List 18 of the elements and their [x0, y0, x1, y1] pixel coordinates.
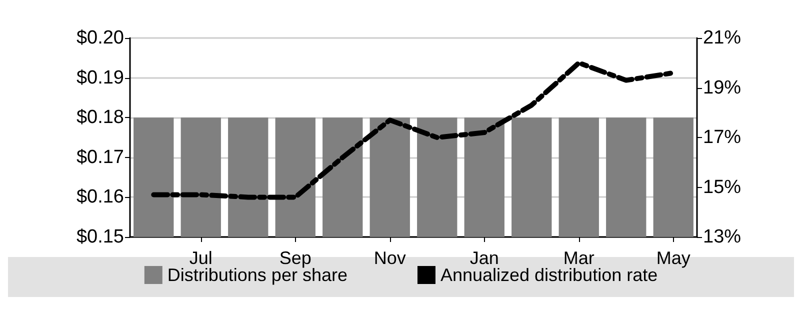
y-tick-label: $0.20 [76, 28, 124, 48]
y-tick-label: $0.16 [76, 186, 124, 208]
x-tick-label: Jul [189, 248, 212, 268]
y2-tick-label: 21% [703, 28, 742, 48]
x-tick-label: Sep [279, 248, 312, 268]
y2-tick-label: 15% [703, 176, 742, 198]
y-tick-label: $0.18 [76, 107, 124, 128]
x-tick-label: Mar [563, 248, 594, 268]
x-tick-label: May [656, 248, 690, 268]
y2-tick-label: 19% [703, 77, 742, 98]
x-tick-label: Jan [470, 248, 499, 268]
x-tick-label: Nov [374, 248, 406, 268]
y2-tick-label: 13% [703, 226, 742, 248]
y-tick-label: $0.19 [76, 67, 124, 88]
legend-label: Annualized distribution rate [440, 265, 658, 285]
y2-tick-label: 17% [703, 127, 742, 148]
y-tick-label: $0.17 [76, 146, 124, 168]
y-tick-label: $0.15 [76, 226, 124, 248]
